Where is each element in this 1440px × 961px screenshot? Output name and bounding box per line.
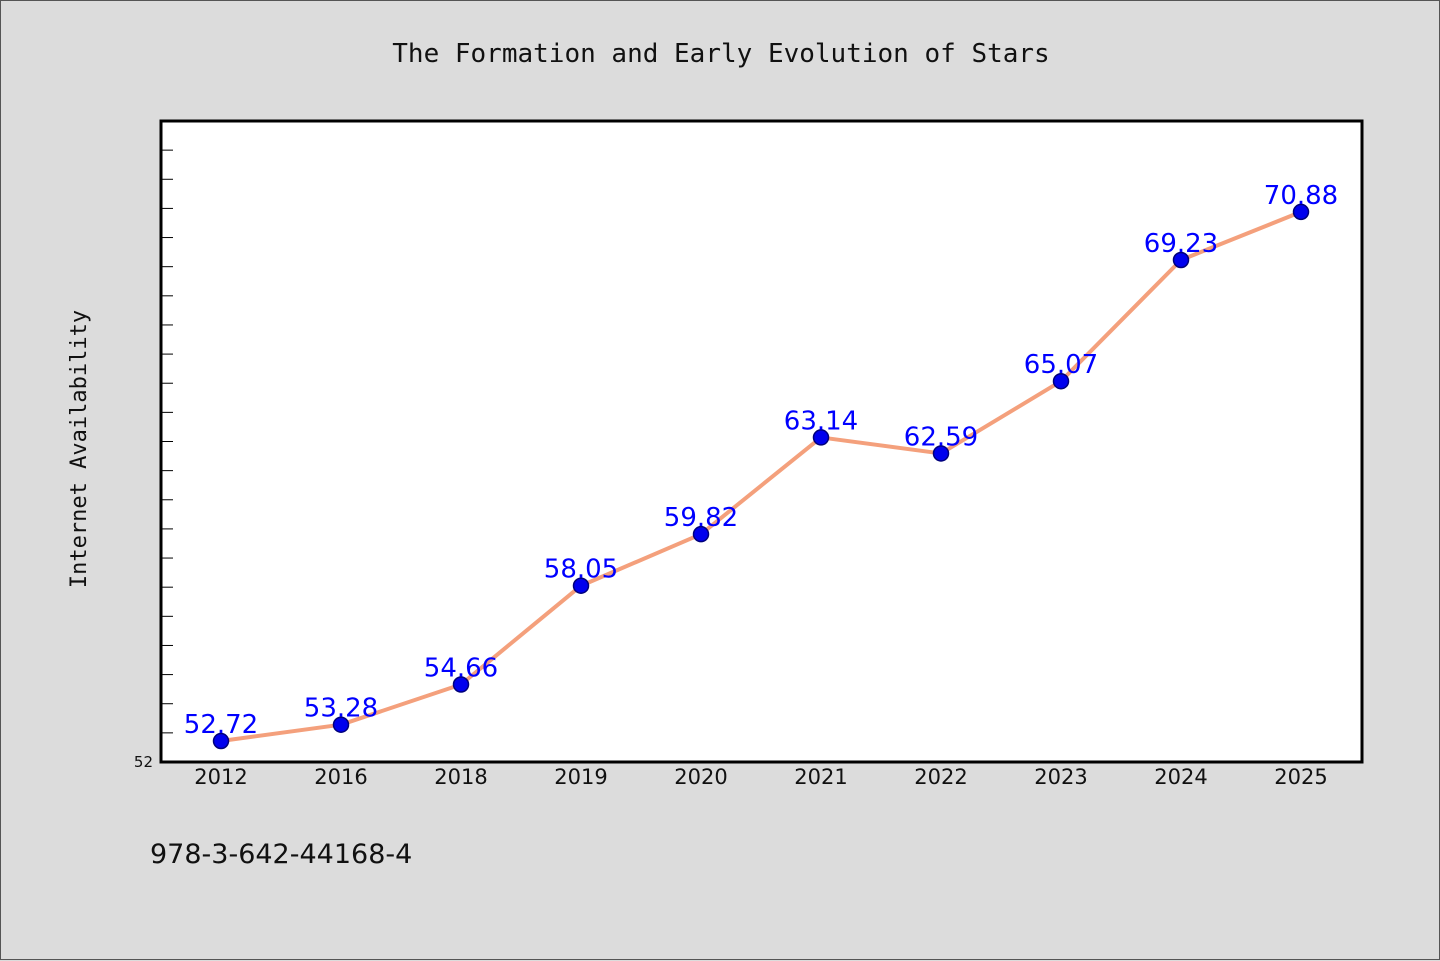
x-tick-label: 2021 (794, 765, 847, 789)
data-label: 52.72 (184, 710, 258, 740)
data-point (332, 716, 350, 733)
data-point (1292, 203, 1310, 221)
series-line (219, 209, 1303, 744)
y-axis-label: Internet Availability (67, 310, 92, 588)
data-label: 70.88 (1264, 181, 1338, 211)
x-tick-label: 2012 (194, 765, 247, 789)
x-tick-label: 2018 (434, 765, 487, 789)
x-tick-label: 2016 (314, 765, 367, 789)
data-label: 62.59 (904, 422, 978, 452)
plot-area (159, 119, 1364, 764)
chart-title: The Formation and Early Evolution of Sta… (392, 39, 1049, 69)
data-label: 63.14 (784, 406, 858, 436)
x-tick-label: 2023 (1034, 765, 1087, 789)
series-layer: 52.72 53.28 54.66 58.05 59.82 63.14 62.59 65.07… (184, 181, 1338, 750)
data-label: 59.82 (664, 503, 738, 533)
data-label: 58.05 (544, 555, 618, 585)
isbn-code: 978-3-642-44168-4 (150, 839, 412, 870)
data-point (692, 525, 710, 543)
data-point (212, 732, 230, 750)
x-axis-ticks: 2012 2016 2018 2019 2020 2021 2022 2023 2024 2025 (194, 765, 1327, 789)
x-tick-label: 2024 (1154, 765, 1207, 789)
data-point (812, 429, 830, 446)
data-point (572, 577, 590, 594)
data-label: 54.66 (424, 653, 498, 683)
y-tick-label: 52 (134, 753, 153, 771)
data-label: 65.07 (1024, 350, 1098, 380)
data-label: 69.23 (1144, 229, 1218, 259)
x-tick-label: 2025 (1274, 765, 1327, 789)
data-point (1172, 251, 1190, 269)
x-tick-label: 2022 (914, 765, 967, 789)
data-point (932, 445, 950, 462)
y-axis-ticks (161, 149, 173, 734)
x-tick-label: 2019 (554, 765, 607, 789)
data-point (452, 676, 470, 693)
data-point (1052, 372, 1070, 390)
x-tick-label: 2020 (674, 765, 727, 789)
data-label: 53.28 (304, 694, 378, 724)
